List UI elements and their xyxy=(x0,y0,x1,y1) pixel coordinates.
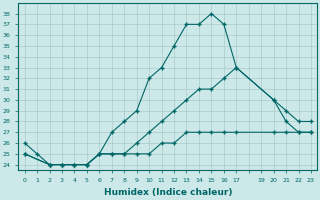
X-axis label: Humidex (Indice chaleur): Humidex (Indice chaleur) xyxy=(104,188,232,197)
